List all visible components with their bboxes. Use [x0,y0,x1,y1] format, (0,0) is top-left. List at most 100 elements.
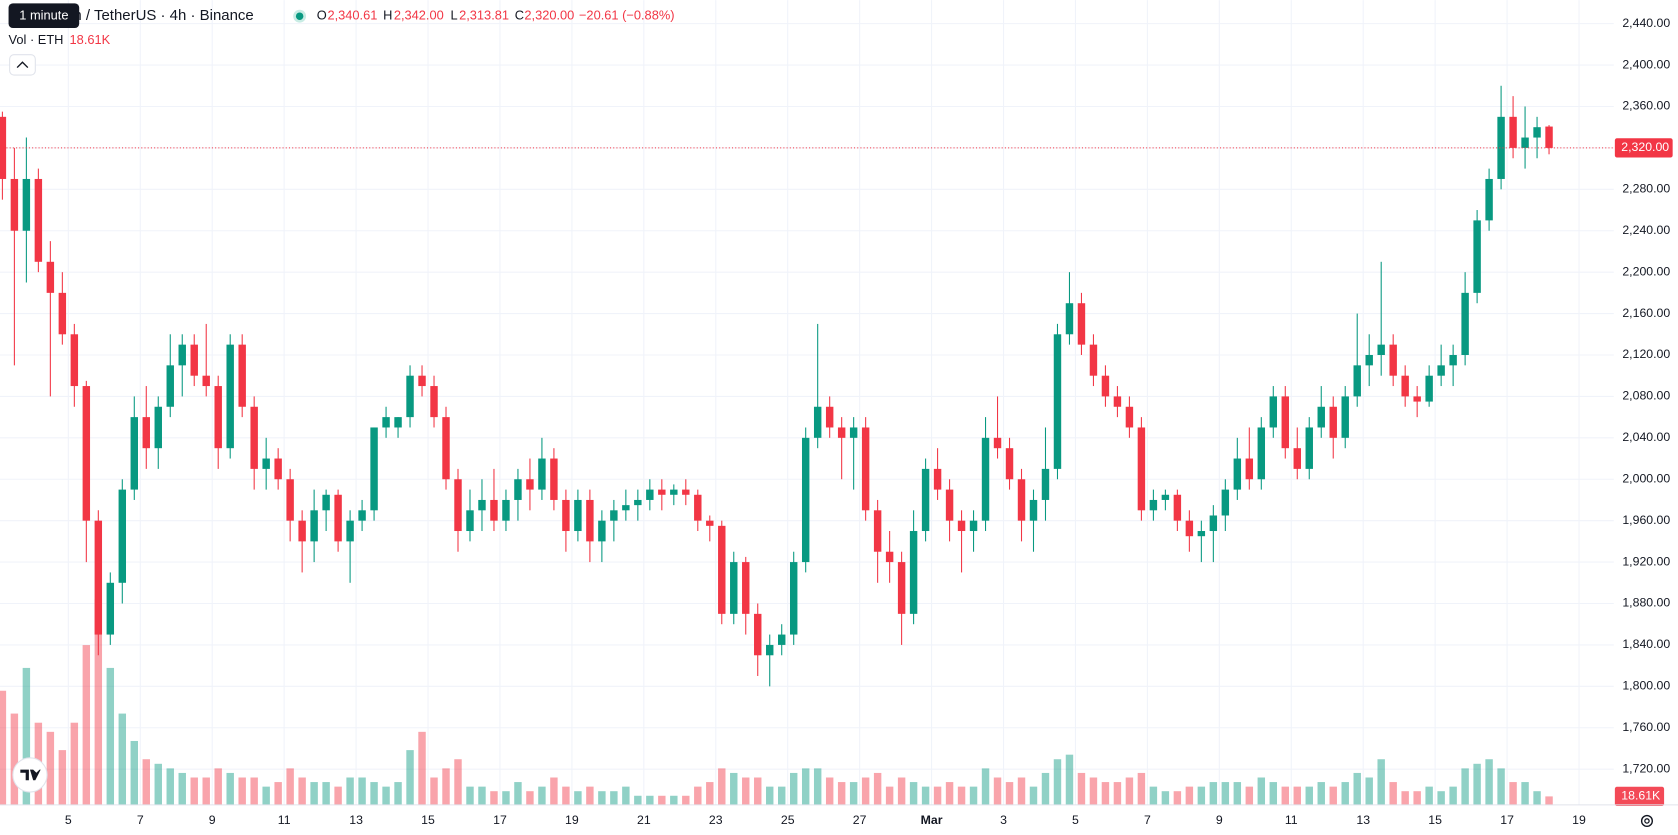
candle-body [897,562,906,614]
volume-bar [1257,777,1266,805]
x-tick-label: 19 [565,813,579,827]
candle-body [1425,375,1433,402]
candle-body [262,458,270,469]
last-price-badge [1614,138,1673,158]
x-tick-label: 5 [1072,813,1079,827]
y-tick-label: 1,840.00 [1622,637,1670,651]
candle-body [562,499,570,532]
volume-bar [969,786,978,805]
volume-bar [574,791,582,805]
tooltip [8,3,80,28]
candle-body [106,582,115,635]
y-tick-label: 2,160.00 [1622,306,1670,320]
settings-icon[interactable] [1640,814,1654,827]
volume-bar [1221,782,1230,805]
candle-body [1149,499,1158,511]
volume-bar [202,777,210,805]
volume-label: Vol · ETH [9,32,64,47]
candle-body [526,479,534,490]
candle-body [418,375,426,387]
volume-bar [1185,786,1194,805]
candle-body [1473,220,1481,293]
candle-body [346,520,354,542]
candle-body [801,437,810,563]
volume-bar [1233,782,1242,805]
candle-body [0,116,7,179]
volume-bar [634,795,642,805]
volume-bar [1401,791,1409,805]
candle-body [1377,344,1385,355]
collapse-button[interactable] [9,54,36,76]
volume-bar [142,759,150,805]
volume-bar [1425,786,1433,805]
x-tick-label: 15 [1428,813,1442,827]
volume-bar [1281,786,1289,805]
candle-body [202,375,210,387]
candle-body [885,551,894,563]
logo[interactable] [12,757,48,793]
candle-body [358,510,366,521]
volume-bar [1293,786,1301,805]
volume-bar [646,795,654,805]
volume-value: 18.61K [70,32,111,47]
candle-body [694,494,702,521]
candle-body [1401,375,1409,397]
volume-bar [94,599,103,805]
x-tick-label: 9 [1216,813,1223,827]
x-tick-label: 21 [637,813,651,827]
y-tick-label: 2,280.00 [1622,182,1670,196]
volume-bar [861,777,870,805]
volume-bar [370,782,378,805]
ohlc-label: C [515,8,524,23]
volume-bar [46,731,55,805]
candle-body [1329,406,1337,438]
candle-body [82,386,91,521]
x-tick-label: 27 [853,813,867,827]
volume-bar [190,777,198,805]
last-volume-badge [1614,786,1665,807]
volume-bar [1161,791,1170,805]
candle-body [274,458,282,480]
volume-bar [1509,782,1517,805]
candle-body [1017,479,1026,521]
volume-bar [622,786,630,805]
candle-body [1365,354,1373,366]
volume-bar [322,782,330,805]
volume-bar [262,786,270,805]
change: −20.61 (−0.88%) [579,8,675,23]
candle-body [1413,396,1421,402]
candle-body [670,489,678,495]
volume-bar [490,791,498,805]
volume-bar [993,777,1002,805]
volume-bar [382,786,390,805]
candle-body [1341,396,1349,438]
volume-bar [1317,782,1325,805]
candle-body [1233,458,1242,490]
candle-body [226,344,234,449]
candle-body [394,417,402,428]
volume-bar [406,750,414,805]
volume-bar [502,791,510,805]
candle-body [706,520,714,526]
candle-body [993,437,1002,449]
volume-bar [274,782,282,805]
candle-body [190,344,198,376]
volume-bar [1353,772,1361,805]
volume-bar [909,782,918,805]
candle-body [1485,178,1493,221]
x-tick-label: 23 [709,813,723,827]
x-tick-label: 7 [1144,813,1151,827]
candle-body [1197,531,1206,537]
last-volume-label: 18.61K [1621,789,1661,803]
volume-bar [1497,768,1505,805]
ohlc-label: O [317,8,327,23]
y-tick-label: 1,960.00 [1622,513,1670,527]
candle-body [849,427,858,438]
x-tick-label: 5 [65,813,72,827]
volume-bar [1149,786,1158,805]
candle-body [310,510,318,542]
volume-bar [130,740,138,805]
volume-bar [550,777,558,805]
candle-body [142,417,150,449]
candle-body [130,417,138,490]
